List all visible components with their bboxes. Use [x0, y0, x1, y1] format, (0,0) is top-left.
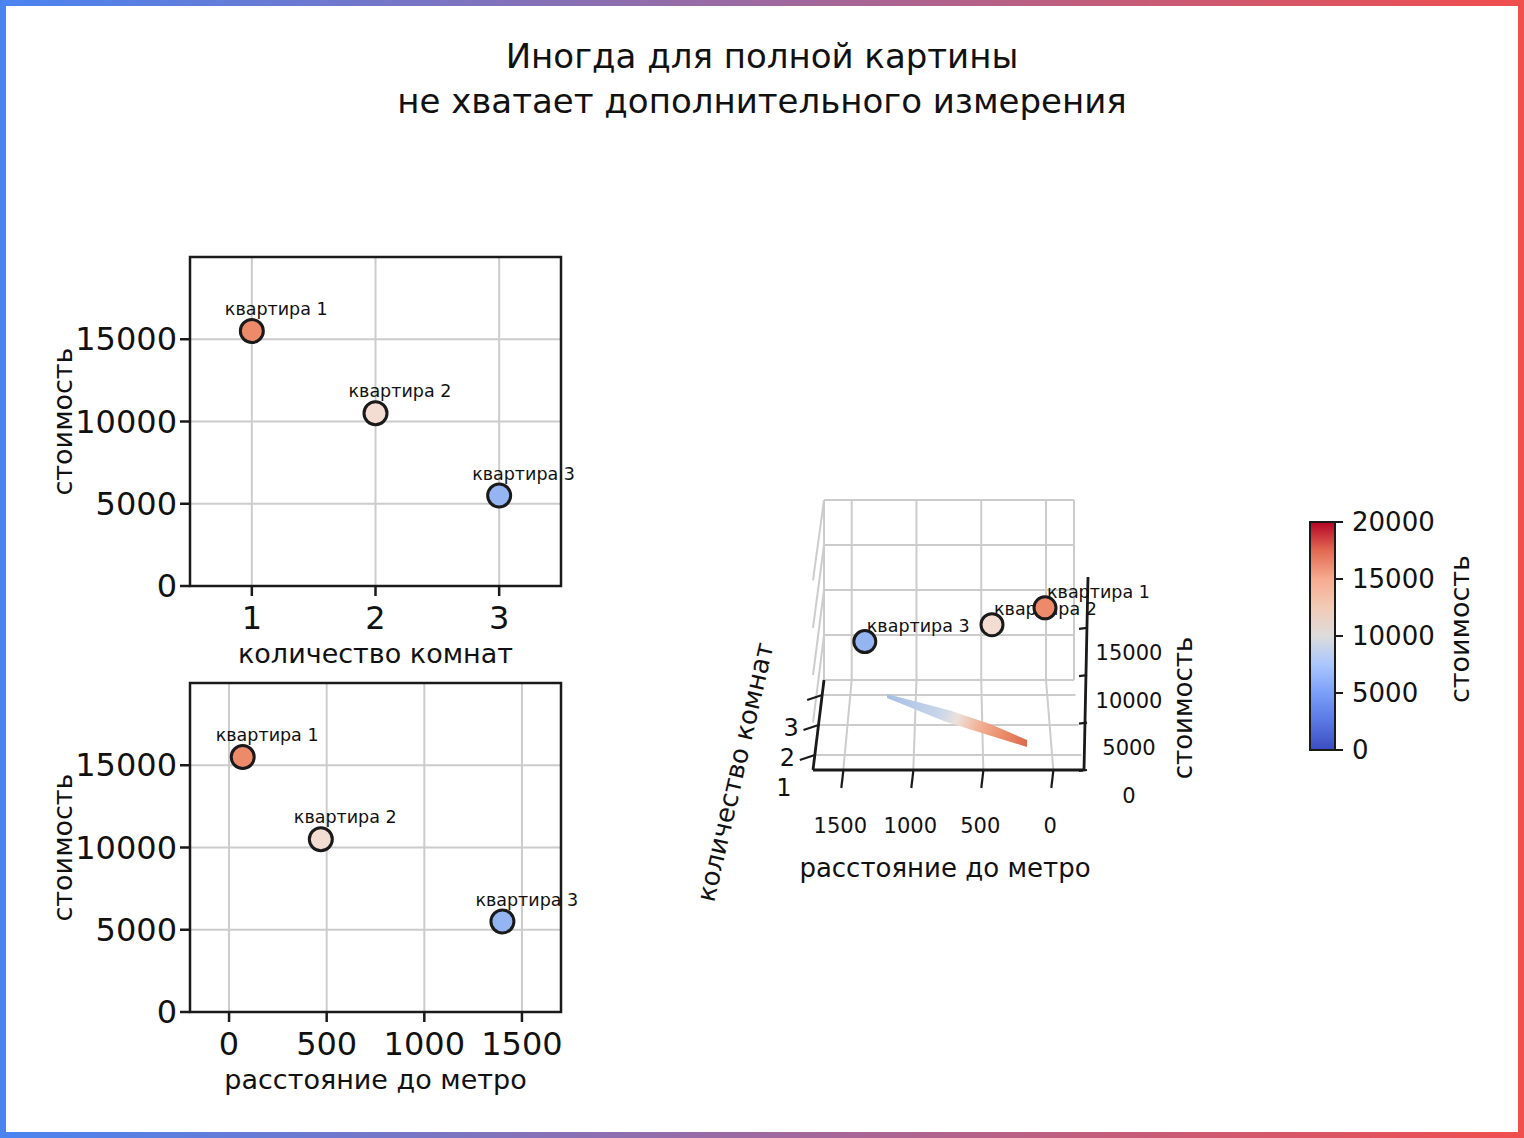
rooms-vs-cost-xlabel: количество комнат — [238, 638, 513, 669]
metro-vs-cost-ytick-label: 15000 — [75, 746, 177, 784]
metro-vs-cost-ytick-label: 10000 — [75, 829, 177, 867]
point-label: квартира 1 — [216, 725, 319, 745]
charts-canvas: 123050001000015000количество комнатстоим… — [6, 6, 1518, 1132]
rooms-metro-cost-3d-xtick-label: 1500 — [814, 814, 867, 838]
rooms-vs-cost-plot: 1 2 3 0 5000 10000 15000 количество комнат стоим… — [47, 257, 575, 669]
colorbar-tick-label: 5000 — [1352, 678, 1418, 708]
metro-vs-cost-ytick-label: 0 — [157, 993, 177, 1031]
rooms-metro-cost-3d-xtick-label: 1000 — [884, 814, 937, 838]
metro-vs-cost-xlabel: расстояние до метро — [224, 1064, 526, 1095]
metro-vs-cost-xtick-label: 500 — [296, 1025, 357, 1063]
data-point — [488, 484, 511, 507]
metro-vs-cost-xtick-label: 0 — [219, 1025, 239, 1063]
figure-page: Иногда для полной картины не хватает доп… — [0, 0, 1524, 1138]
rooms-vs-cost-ytick-label: 5000 — [96, 485, 177, 523]
rooms-metro-cost-3d-floor — [815, 680, 1082, 770]
rooms-metro-cost-3d-plot: 150010005000123050001000015000расстояние… — [691, 500, 1198, 904]
colorbar-tick-label: 0 — [1352, 735, 1369, 765]
point-label: квартира 1 — [225, 299, 328, 319]
metro-vs-cost-xtick-label: 1000 — [384, 1025, 465, 1063]
metro-vs-cost-ytick-label: 5000 — [96, 911, 177, 949]
point-label: квартира 2 — [294, 807, 397, 827]
colorbar-label: стоимость — [1444, 555, 1475, 703]
figure-background: Иногда для полной картины не хватает доп… — [6, 6, 1518, 1132]
rooms-metro-cost-3d-ztick-label: 15000 — [1096, 641, 1163, 665]
rooms-vs-cost-xtick-label: 1 — [242, 599, 262, 637]
rooms-vs-cost-ytick-label: 10000 — [75, 403, 177, 441]
data-point — [491, 910, 514, 933]
point-label: квартира 3 — [472, 464, 575, 484]
rooms-metro-cost-3d-xtick-label: 500 — [960, 814, 1000, 838]
data-point — [364, 402, 387, 425]
metro-vs-cost-xtick-label: 1500 — [481, 1025, 562, 1063]
fitted-plane-surface — [887, 694, 1027, 747]
point-label: квартира 3 — [867, 616, 970, 636]
rooms-vs-cost-ylabel: стоимость — [47, 347, 78, 495]
data-point — [309, 828, 332, 851]
colorbar-tick-label: 15000 — [1352, 564, 1435, 594]
metro-vs-cost-ylabel: стоимость — [47, 773, 78, 921]
data-point — [231, 746, 254, 769]
rooms-metro-cost-3d-ztick-label: 5000 — [1102, 736, 1155, 760]
rooms-vs-cost-ytick-label: 15000 — [75, 320, 177, 358]
rooms-metro-cost-3d-ztick-label: 0 — [1122, 784, 1135, 808]
colorbar-gradient — [1310, 522, 1335, 750]
colorbar-tick-label: 10000 — [1352, 621, 1435, 651]
data-point — [240, 320, 263, 343]
rooms-metro-cost-3d-ylabel: количество комнат — [691, 640, 780, 905]
rooms-metro-cost-3d-ytick-label: 3 — [784, 714, 799, 742]
point-label: квартира 1 — [1047, 582, 1150, 602]
rooms-metro-cost-3d-zlabel: стоимость — [1168, 637, 1198, 780]
colorbar-tick-label: 20000 — [1352, 507, 1435, 537]
rooms-metro-cost-3d-xtick-label: 0 — [1044, 814, 1057, 838]
rooms-metro-cost-3d-ytick-label: 1 — [776, 774, 791, 802]
rooms-vs-cost-xtick-label: 3 — [489, 599, 509, 637]
rooms-vs-cost-ytick-label: 0 — [157, 567, 177, 605]
cost-colorbar: 0 5000 10000 15000 20000 стоимость — [1310, 507, 1475, 765]
rooms-metro-cost-3d-ticks: 150010005000123050001000015000 — [776, 628, 1162, 838]
data-point — [981, 614, 1003, 636]
rooms-vs-cost-ticks: 1 2 3 0 5000 10000 15000 — [75, 320, 509, 637]
point-label: квартира 3 — [475, 890, 578, 910]
rooms-metro-cost-3d-xlabel: расстояние до метро — [799, 853, 1090, 883]
rooms-vs-cost-xtick-label: 2 — [365, 599, 385, 637]
rooms-metro-cost-3d-ztick-label: 10000 — [1096, 689, 1163, 713]
metro-vs-cost-plot: 050010001500050001000015000расстояние до… — [47, 683, 578, 1095]
point-label: квартира 2 — [349, 381, 452, 401]
rooms-metro-cost-3d-ytick-label: 2 — [780, 744, 795, 772]
data-point — [854, 631, 876, 653]
